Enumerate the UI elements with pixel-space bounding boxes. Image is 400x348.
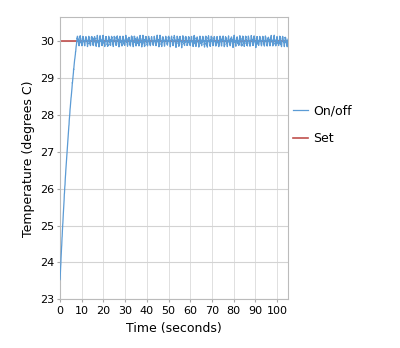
Set xyxy=(58,39,62,44)
Line: On/off: On/off xyxy=(60,35,288,279)
On/off xyxy=(155,33,160,37)
X-axis label: Time (seconds): Time (seconds) xyxy=(126,322,222,335)
On/off xyxy=(279,44,284,48)
Legend: On/off, Set: On/off, Set xyxy=(288,99,357,150)
On/off xyxy=(69,89,74,93)
On/off xyxy=(162,40,167,45)
On/off xyxy=(279,45,284,49)
On/off xyxy=(286,37,290,41)
On/off xyxy=(58,277,62,282)
Y-axis label: Temperature (degrees C): Temperature (degrees C) xyxy=(22,80,35,237)
Set xyxy=(60,39,64,44)
On/off xyxy=(237,37,242,41)
On/off xyxy=(168,39,173,43)
